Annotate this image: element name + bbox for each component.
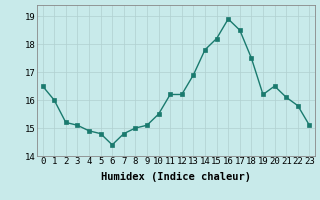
X-axis label: Humidex (Indice chaleur): Humidex (Indice chaleur) [101, 172, 251, 182]
